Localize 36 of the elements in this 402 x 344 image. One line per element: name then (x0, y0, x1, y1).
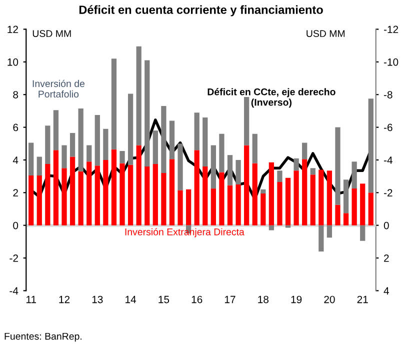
chart-title: Déficit en cuenta corriente y financiamiento (79, 5, 323, 16)
y2-tick-label: -12 (384, 26, 398, 34)
y2-tick-label: -4 (384, 156, 392, 164)
x-tick-label: 14 (126, 296, 136, 304)
y-tick-label: -2 (10, 254, 18, 262)
x-tick-label: 21 (357, 296, 368, 304)
x-tick-label: 16 (192, 296, 202, 304)
x-tick-label: 12 (59, 296, 70, 304)
x-tick-label: 19 (291, 296, 302, 304)
x-tick-label: 20 (324, 296, 335, 304)
y-tick-label: 12 (8, 26, 18, 34)
text: Déficit en CCte, eje derecho (Inverso) (208, 88, 336, 108)
y-tick-label: 2 (13, 189, 18, 196)
series-label: Inversión Extranjera Directa (125, 228, 244, 238)
y-tick-label: 6 (13, 124, 18, 132)
series-label: Inversión de Portafolio (32, 80, 85, 98)
y2-tick-label: -2 (384, 189, 392, 196)
y2-tick-label: 0 (384, 222, 389, 230)
y-tick-label: 10 (8, 58, 18, 66)
x-tick-label: 11 (26, 296, 36, 304)
annotation: USD MM (32, 30, 71, 38)
x-tick-label: 15 (158, 296, 170, 304)
y-tick-label: 0 (13, 222, 18, 230)
y2-tick-label: -6 (384, 124, 392, 132)
y2-tick-label: -8 (384, 91, 392, 98)
y-tick-label: -4 (10, 287, 18, 294)
x-tick-label: 17 (225, 296, 236, 304)
y-tick-label: 4 (12, 156, 18, 164)
y2-tick-label: 4 (384, 287, 389, 294)
y2-tick-label: 2 (384, 254, 389, 262)
x-tick-label: 13 (92, 296, 103, 304)
y2-tick-label: -10 (384, 58, 398, 66)
annotation: USD MM (306, 30, 345, 38)
y-tick-label: 8 (13, 91, 18, 98)
source-note: Fuentes: BanRep. (4, 332, 82, 342)
x-tick-label: 18 (258, 296, 268, 304)
